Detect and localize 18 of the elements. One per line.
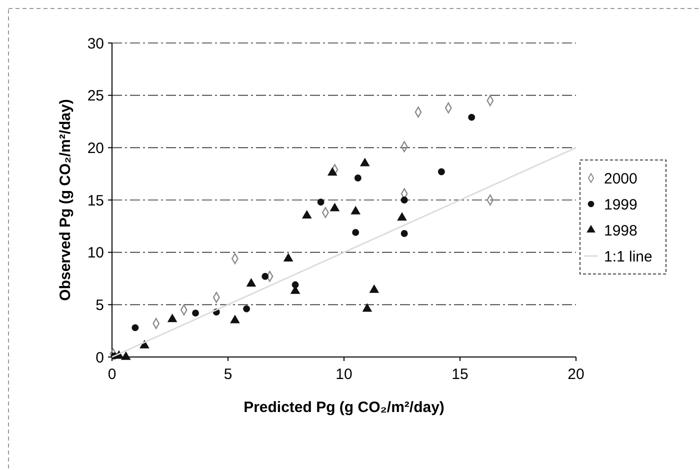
y-tick-label: 25 (87, 88, 104, 105)
x-tick-label: 0 (108, 366, 116, 383)
x-tick-label: 10 (336, 366, 352, 383)
legend-label: 1999 (604, 196, 638, 214)
legend-label: 1998 (604, 222, 638, 240)
y-tick-label: 0 (96, 349, 104, 366)
x-tick-label: 20 (568, 366, 584, 383)
y-tick-label: 5 (96, 296, 104, 314)
y-axis-title: Observed Pg (g CO₂/m²/day) (57, 99, 74, 301)
legend-label: 2000 (604, 170, 638, 188)
y-tick-label: 20 (87, 140, 104, 157)
x-axis-title: Predicted Pg (g CO₂/m²/day) (244, 399, 444, 416)
y-tick-label: 10 (87, 244, 104, 262)
x-tick-label: 5 (224, 366, 232, 383)
y-tick-label: 30 (87, 35, 104, 52)
x-tick-label: 15 (452, 366, 468, 383)
y-tick-label: 15 (87, 192, 104, 210)
legend-label: 1:1 line (604, 248, 652, 266)
